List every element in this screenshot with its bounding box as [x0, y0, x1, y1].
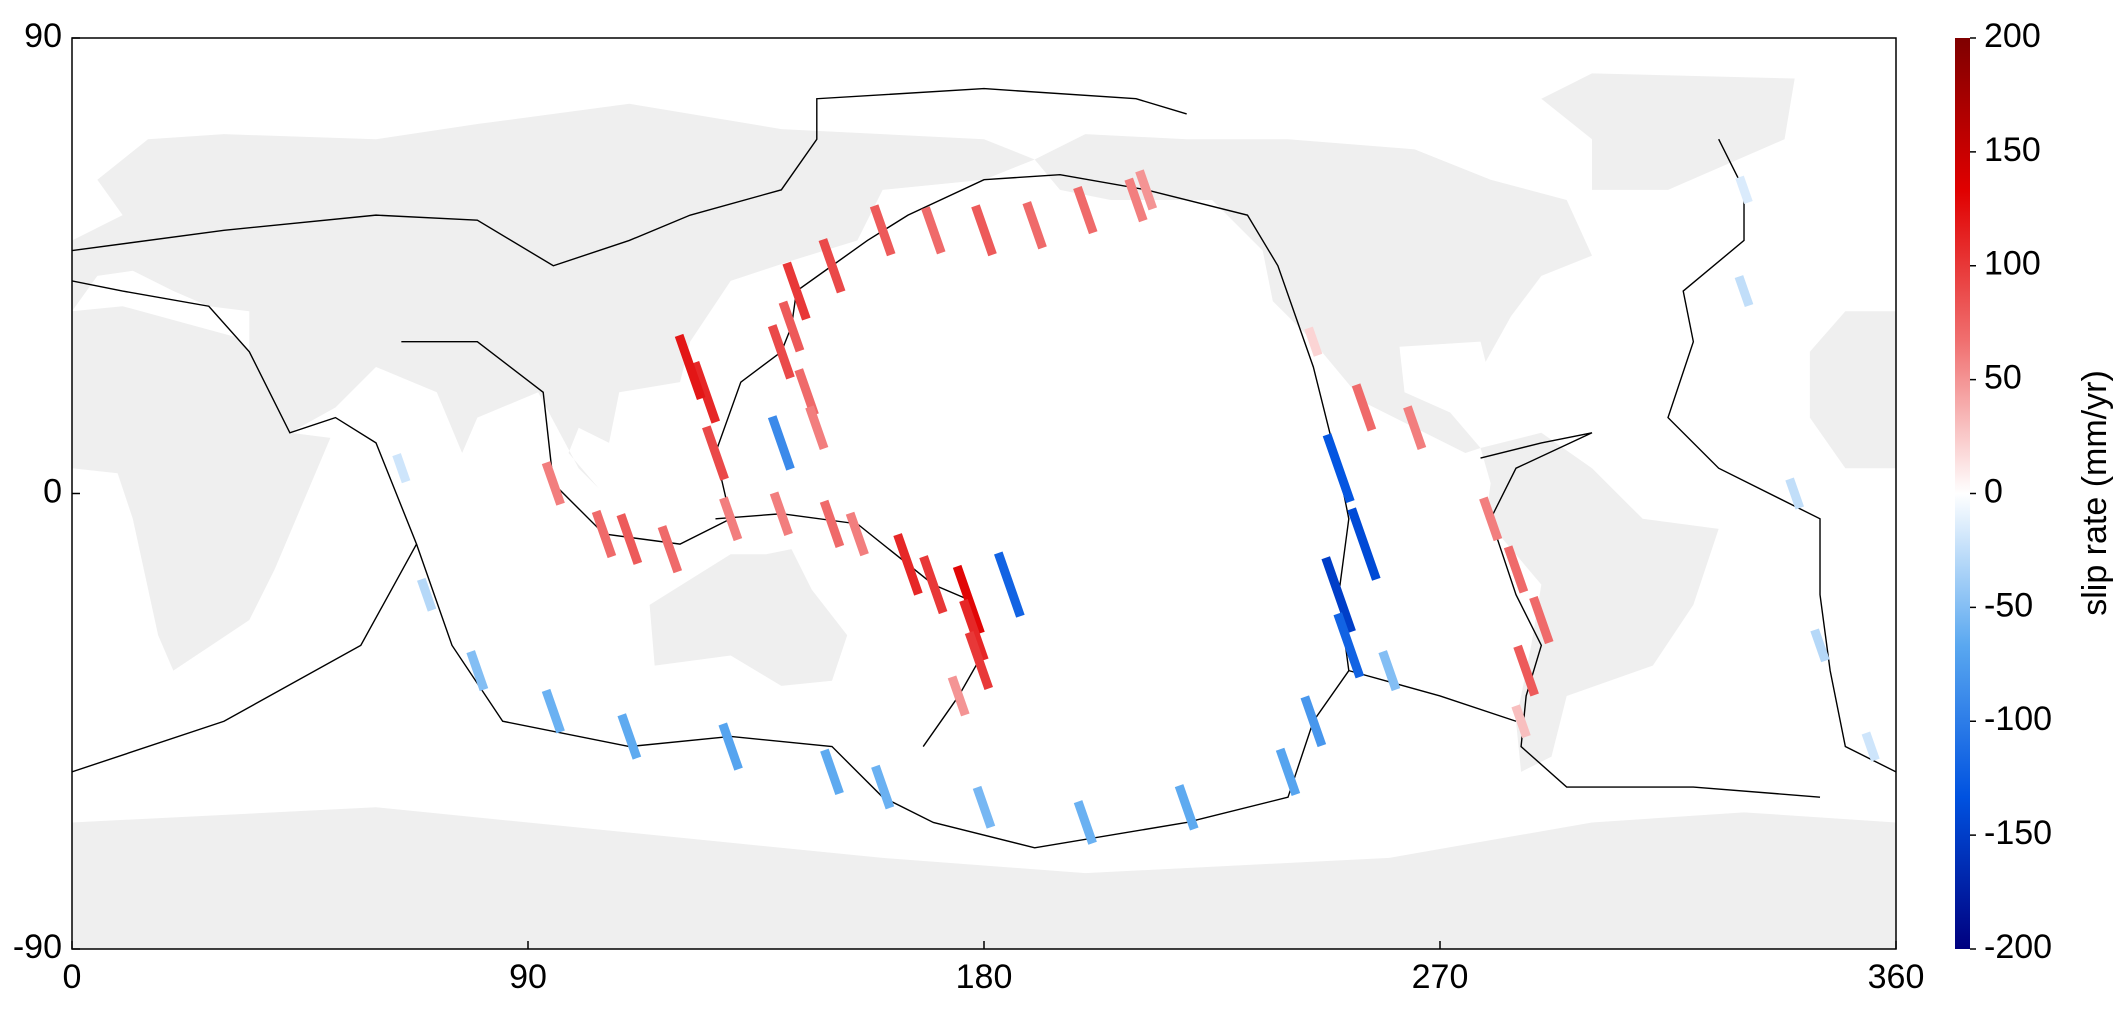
slip-marker: [1124, 177, 1148, 223]
slip-marker: [893, 533, 923, 596]
continent: [1541, 73, 1795, 190]
slip-marker: [466, 650, 489, 692]
slip-marker: [1503, 545, 1529, 594]
slip-marker: [871, 764, 895, 810]
slip-marker: [1022, 201, 1047, 250]
plate-boundary: [1668, 139, 1896, 772]
slip-marker: [541, 461, 565, 506]
slip-markers: [392, 169, 1880, 845]
continent: [1034, 134, 1593, 454]
plate-boundary: [715, 514, 978, 747]
slip-marker: [702, 425, 729, 481]
slip-marker: [919, 555, 948, 615]
slip-marker: [1304, 326, 1323, 357]
colorbar-tick-label: 200: [1984, 17, 2041, 55]
x-tick-label: 90: [509, 958, 547, 996]
slip-marker: [1810, 628, 1830, 663]
slip-marker: [782, 261, 811, 321]
slip-marker: [1513, 644, 1539, 697]
slip-marker: [1403, 405, 1427, 450]
slip-marker: [921, 206, 946, 255]
slip-marker: [690, 360, 721, 424]
slip-marker: [767, 415, 795, 471]
colorbar-tick-label: 50: [1984, 359, 2022, 397]
colorbar-tick-label: -50: [1984, 586, 2033, 624]
continent: [72, 807, 1896, 949]
slip-marker: [1333, 612, 1365, 679]
slip-marker: [971, 204, 997, 257]
slip-marker: [767, 324, 795, 380]
slip-marker: [1322, 433, 1355, 504]
slip-marker: [417, 577, 437, 612]
colorbar-tick-label: -150: [1984, 814, 2052, 852]
y-tick-label: 0: [43, 472, 62, 510]
slip-marker: [1351, 383, 1377, 432]
slip-marker: [1073, 800, 1097, 845]
plate-boundary: [1481, 433, 1820, 797]
slip-marker: [657, 525, 683, 574]
slip-marker: [1479, 496, 1503, 542]
x-tick-label: 0: [63, 958, 82, 996]
slip-marker: [392, 453, 411, 484]
slip-marker: [1529, 595, 1554, 645]
slip-marker: [972, 785, 996, 829]
slip-marker: [1511, 704, 1531, 739]
slip-marker: [718, 722, 743, 771]
plate-boundary: [1349, 671, 1516, 722]
colorbar-tick-label: -200: [1984, 928, 2052, 966]
continent: [649, 549, 848, 686]
x-tick-label: 180: [956, 958, 1013, 996]
slip-marker: [1735, 175, 1753, 205]
slip-marker: [1300, 695, 1327, 748]
slip-marker: [964, 631, 993, 691]
x-tick-label: 360: [1868, 958, 1925, 996]
slip-marker: [1135, 169, 1158, 211]
slip-marker: [994, 551, 1025, 618]
slip-marker: [591, 509, 617, 559]
slip-marker: [1785, 477, 1804, 510]
slip-marker: [1073, 185, 1098, 235]
continent: [72, 103, 1035, 489]
slip-marker: [769, 491, 793, 537]
slip-marker: [1734, 275, 1754, 308]
colorbar-label: slip rate (mm/yr): [2076, 370, 2114, 616]
colorbar-tick-label: 150: [1984, 131, 2041, 169]
slip-marker: [1378, 650, 1401, 692]
slip-marker: [1347, 507, 1381, 581]
slip-marker: [947, 675, 970, 717]
x-tick-label: 270: [1412, 958, 1469, 996]
plate-boundary: [72, 89, 1187, 266]
slip-marker: [952, 564, 985, 635]
colorbar: [1955, 38, 1970, 949]
slip-marker: [869, 204, 896, 257]
continent: [1809, 311, 1896, 469]
y-tick-label: -90: [13, 928, 62, 966]
colorbar-tick-label: 100: [1984, 245, 2041, 283]
slip-marker: [1861, 731, 1880, 762]
slip-marker: [1174, 784, 1199, 831]
y-tick-label: 90: [24, 17, 62, 55]
colorbar-tick-label: 0: [1984, 472, 2003, 510]
slip-marker: [616, 513, 643, 565]
slip-marker: [959, 598, 989, 662]
continent: [72, 306, 331, 671]
slip-marker: [818, 238, 846, 294]
colorbar-tick-label: -100: [1984, 700, 2052, 738]
slip-marker: [1275, 747, 1301, 796]
continent: [1480, 432, 1719, 772]
slip-marker: [805, 405, 829, 450]
slip-marker: [820, 748, 844, 796]
slip-marker: [541, 688, 565, 734]
slip-marker: [719, 496, 743, 542]
plate-boundary: [72, 281, 417, 772]
slip-marker: [674, 333, 706, 401]
slip-marker: [617, 713, 642, 760]
slip-marker: [845, 511, 869, 557]
slip-marker: [819, 499, 845, 548]
slip-marker: [1321, 556, 1356, 634]
slip-marker: [778, 300, 805, 353]
